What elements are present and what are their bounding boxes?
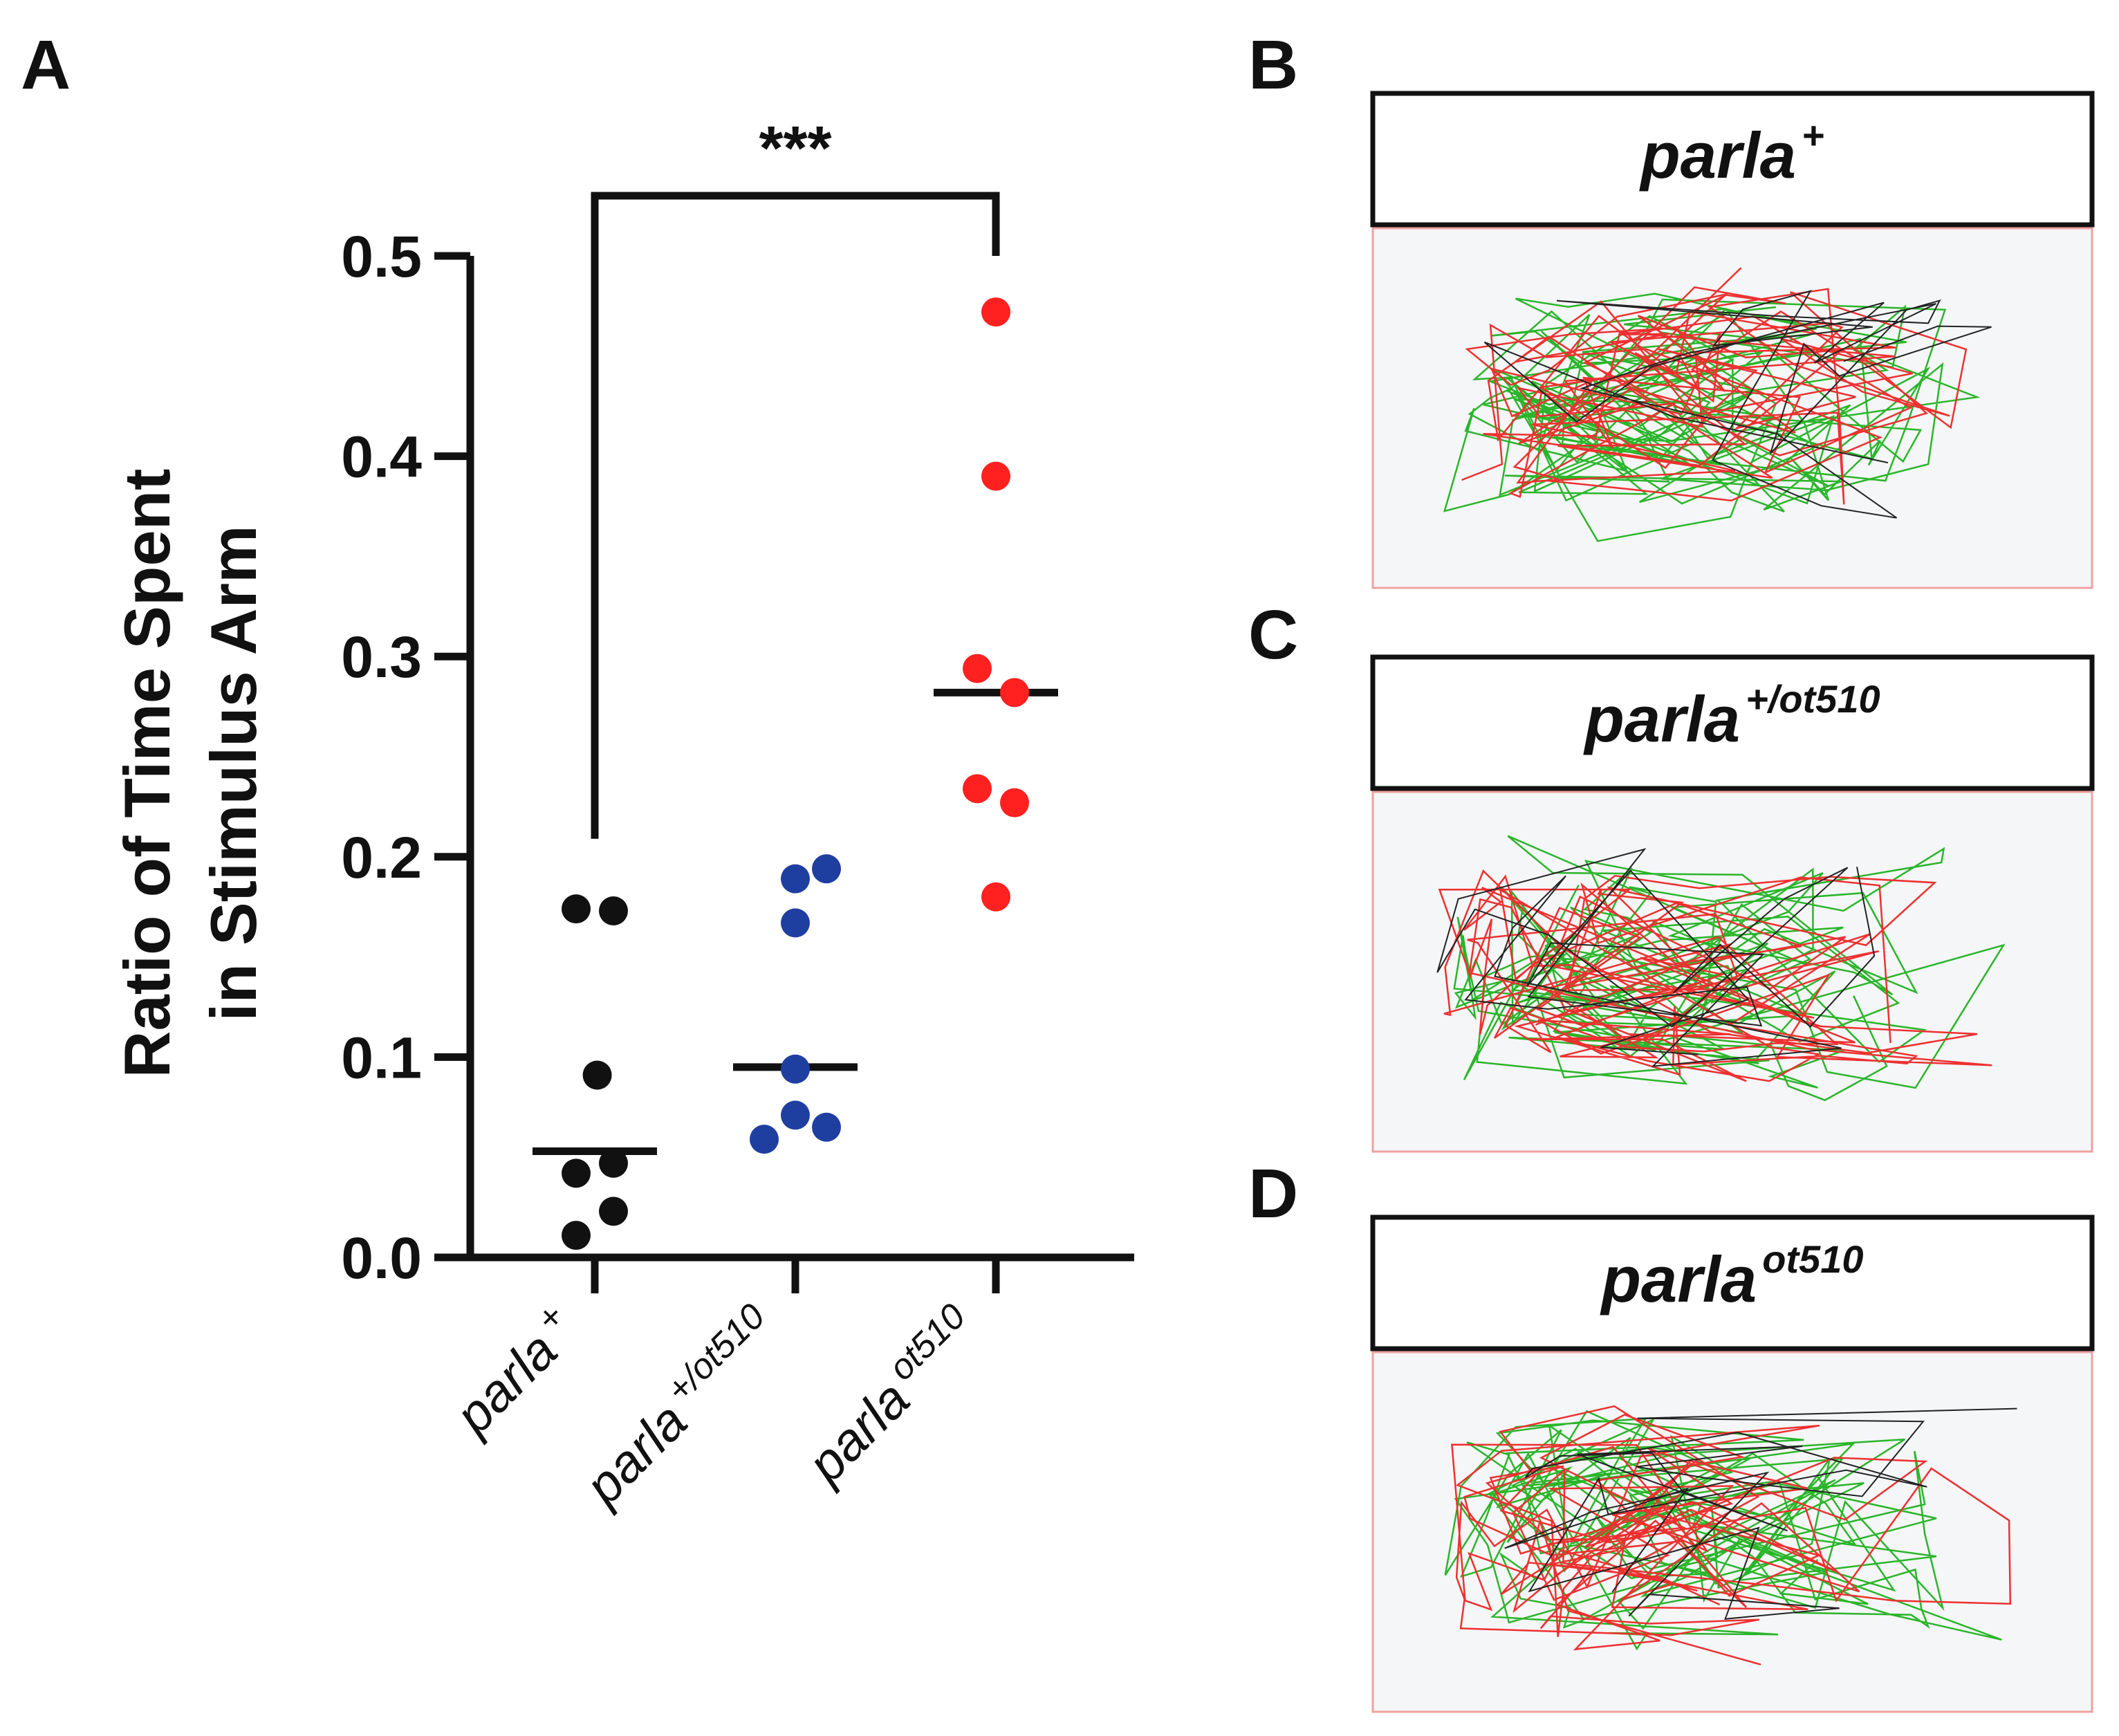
track-title-box	[1370, 1215, 2095, 1351]
panel-letter-d: D	[1248, 1155, 1298, 1232]
track-panel: parla ot510	[1370, 1215, 2095, 1713]
y-tick-label: 0.0	[341, 1226, 422, 1291]
svg-text:parla+/ot510: parla+/ot510	[569, 1296, 790, 1517]
track-title-box	[1370, 91, 2095, 228]
trajectory-green	[1444, 1410, 2002, 1651]
data-point	[599, 896, 628, 925]
y-axis-label: Ratio of Time Spent in Stimulus Arm	[111, 469, 270, 1078]
data-point	[562, 894, 591, 924]
significance-bracket	[591, 192, 1000, 839]
track-title-base: parla	[1600, 1243, 1757, 1315]
svg-text:parla+: parla+	[439, 1296, 589, 1446]
y-axis-label-line2: in Stimulus Arm	[197, 525, 270, 1021]
x-category-label: parla+/ot510	[569, 1296, 790, 1517]
data-point	[1000, 678, 1029, 708]
data-point	[781, 1100, 810, 1130]
data-point	[981, 882, 1010, 912]
track-panel: parla +	[1370, 91, 2095, 589]
x-category-label: parla+	[439, 1296, 589, 1446]
trajectory-group	[1444, 1405, 2017, 1665]
data-point	[981, 297, 1010, 327]
arena	[1371, 1351, 2093, 1713]
data-point	[599, 1148, 628, 1178]
trajectory-red	[1461, 267, 1968, 505]
significance-label: ***	[759, 114, 831, 183]
x-category-base: parla	[573, 1392, 698, 1517]
data-point	[963, 654, 992, 683]
track-title-sup: +/ot510	[1746, 677, 1880, 721]
y-tick-label: 0.1	[341, 1025, 422, 1090]
trajectory-group	[1436, 835, 2006, 1102]
trajectory-black	[1483, 290, 1992, 519]
track-title: parla +/ot510	[1582, 677, 1880, 755]
y-tick-label: 0.3	[341, 625, 422, 690]
panel-letter-c: C	[1248, 596, 1298, 674]
data-point	[781, 1054, 810, 1084]
track-title-sup: +	[1802, 113, 1824, 157]
data-point	[1000, 788, 1029, 818]
x-category-sup: +/ot510	[659, 1296, 773, 1410]
y-tick-label: 0.5	[341, 224, 422, 289]
track-title-sup: ot510	[1762, 1237, 1863, 1281]
track-title-base: parla	[1638, 119, 1796, 192]
y-tick-label: 0.4	[341, 425, 422, 490]
track-panel: parla +/ot510	[1370, 654, 2095, 1153]
x-category-base: parla	[795, 1369, 920, 1495]
x-category-base: parla	[443, 1321, 568, 1446]
y-tick-label: 0.2	[341, 825, 422, 890]
trajectory-black	[1436, 848, 1876, 1067]
data-point	[562, 1221, 591, 1250]
track-title: parla ot510	[1600, 1237, 1864, 1315]
data-point	[981, 461, 1010, 491]
data-point	[812, 1112, 841, 1142]
data-point	[750, 1125, 779, 1154]
track-title: parla +	[1638, 113, 1824, 192]
trajectory-red	[1451, 1405, 2012, 1665]
x-category-label: parlaot510	[792, 1296, 990, 1495]
panel-letter-b: B	[1248, 26, 1298, 104]
data-point	[781, 864, 810, 894]
x-category-sup: ot510	[881, 1296, 973, 1388]
scatter-chart: Ratio of Time Spent in Stimulus Arm 0.0 0…	[111, 114, 1134, 1517]
data-point	[781, 908, 810, 938]
data-point	[599, 1197, 628, 1226]
y-axis-label-line1: Ratio of Time Spent	[111, 469, 183, 1078]
data-point	[582, 1060, 612, 1090]
svg-text:parlaot510: parlaot510	[792, 1296, 990, 1495]
trajectory-group	[1443, 267, 1992, 542]
trajectory-black	[1504, 1407, 2017, 1620]
data-point	[963, 774, 992, 804]
track-title-box	[1370, 654, 2095, 791]
data-point	[812, 854, 841, 884]
panel-letter-a: A	[21, 26, 71, 104]
track-title-base: parla	[1582, 683, 1740, 755]
data-point	[562, 1158, 591, 1188]
